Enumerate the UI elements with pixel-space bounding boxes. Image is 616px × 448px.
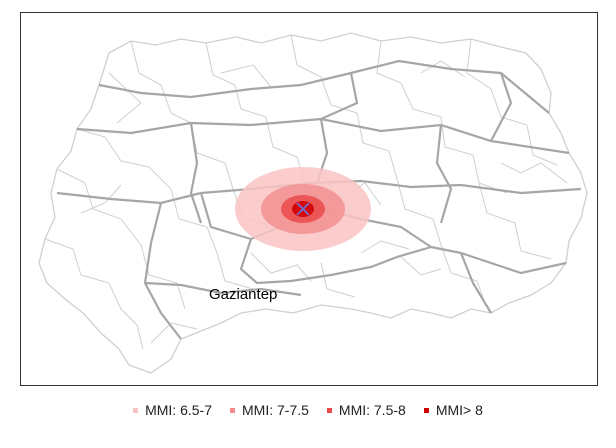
legend-swatch-icon <box>424 408 429 413</box>
legend-item-mmi-8: MMI> 8 <box>424 402 483 418</box>
legend-item-mmi-7-5-8: MMI: 7.5-8 <box>327 402 406 418</box>
legend: MMI: 6.5-7 MMI: 7-7.5 MMI: 7.5-8 MMI> 8 <box>0 398 616 422</box>
city-label-gaziantep: Gaziantep <box>209 286 277 303</box>
legend-swatch-icon <box>230 408 235 413</box>
legend-swatch-icon <box>327 408 332 413</box>
map-panel <box>20 12 598 386</box>
map-canvas <box>21 13 598 386</box>
legend-swatch-icon <box>133 408 138 413</box>
legend-label: MMI: 7.5-8 <box>339 402 406 418</box>
legend-item-mmi-7-7-5: MMI: 7-7.5 <box>230 402 309 418</box>
legend-label: MMI: 7-7.5 <box>242 402 309 418</box>
legend-item-mmi-6-5-7: MMI: 6.5-7 <box>133 402 212 418</box>
legend-label: MMI: 6.5-7 <box>145 402 212 418</box>
legend-label: MMI> 8 <box>436 402 483 418</box>
